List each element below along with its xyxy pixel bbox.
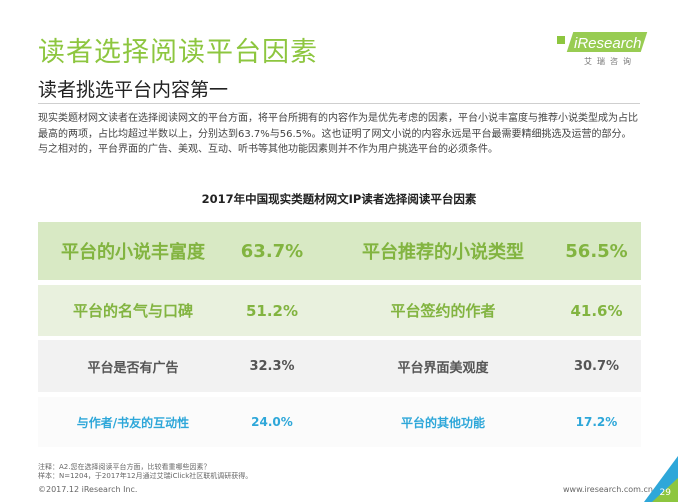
website-link[interactable]: www.iresearch.com.cn (563, 485, 653, 494)
page-title: 读者选择阅读平台因素 (38, 37, 318, 68)
footnote-question: 注释：A2.您在选择阅读平台方面，比较看重哪些因素？ (38, 463, 211, 471)
factor-label: 与作者/书友的互动性 (76, 415, 190, 430)
factor-value: 41.6% (570, 301, 623, 320)
factor-label: 平台的小说丰富度 (61, 242, 205, 263)
title-divider (38, 103, 640, 104)
logo-square-icon (557, 36, 565, 44)
footnote-sample: 样本：N=1204，于2017年12月通过艾瑞iClick社区联机调研获得。 (38, 472, 253, 480)
factor-value: 30.7% (573, 358, 620, 374)
table-row: 与作者/书友的互动性 24.0% 平台的其他功能 17.2% (38, 397, 641, 447)
factor-value: 51.2% (245, 301, 299, 320)
copyright: ©2017.12 iResearch Inc. (38, 485, 138, 494)
factor-label: 平台推荐的小说类型 (362, 242, 524, 263)
logo-brand: iResearch (574, 35, 642, 52)
factor-value: 63.7% (240, 240, 304, 262)
iresearch-logo: iResearch 艾瑞咨询 (557, 32, 648, 68)
factor-label: 平台签约的作者 (390, 302, 496, 320)
logo-sub: 艾瑞咨询 (584, 57, 636, 66)
factor-value: 24.0% (251, 415, 293, 429)
table-row: 平台的小说丰富度 63.7% 平台推荐的小说类型 56.5% (38, 222, 641, 280)
chart-title: 2017年中国现实类题材网文IP读者选择阅读平台因素 (201, 192, 477, 206)
factor-value: 17.2% (575, 415, 618, 429)
table-row: 平台的名气与口碑 51.2% 平台签约的作者 41.6% (38, 285, 641, 336)
factor-label: 平台是否有广告 (87, 360, 179, 376)
factor-label: 平台的名气与口碑 (72, 302, 193, 320)
corner-green-triangle-icon (652, 478, 678, 502)
factor-value: 32.3% (249, 358, 295, 374)
page-corner-decoration: 29 (628, 452, 678, 502)
table-row: 平台是否有广告 32.3% 平台界面美观度 30.7% (38, 340, 641, 392)
factor-label: 平台的其他功能 (400, 415, 485, 430)
factor-label: 平台界面美观度 (397, 360, 489, 376)
page-number: 29 (659, 488, 671, 498)
page-subtitle: 读者挑选平台内容第一 (38, 79, 229, 101)
footnote: 注释：A2.您在选择阅读平台方面，比较看重哪些因素？ 样本：N=1204，于20… (38, 463, 252, 481)
factor-value: 56.5% (565, 240, 628, 262)
intro-paragraph: 现实类题材网文读者在选择阅读网文的平台方面，将平台所拥有的内容作为是优先考虑的因… (38, 113, 638, 155)
